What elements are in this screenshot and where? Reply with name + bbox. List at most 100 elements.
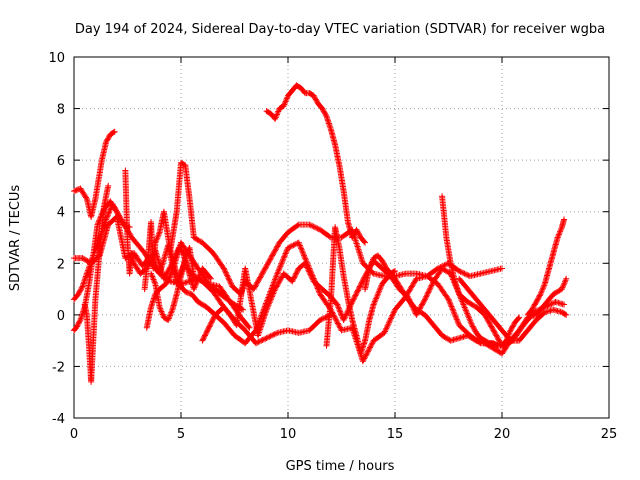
data-point-run [371,258,385,271]
data-point-run [71,325,79,333]
data-point-run [264,108,273,117]
data-point [413,311,420,318]
data-point-run [414,307,427,318]
data-point-run [525,318,539,333]
data-point-run [286,222,301,235]
x-tick-label: 0 [70,427,78,442]
data-point-run [366,256,376,270]
data-point-run [186,197,197,239]
data-point-run [254,335,269,346]
data-point-run [469,323,479,335]
data-point-run [315,101,325,111]
data-point-run [200,279,215,294]
data-point [156,304,163,311]
grid [74,57,609,418]
data-points [71,82,570,385]
data-point [272,286,279,293]
data-point [469,322,476,329]
data-point-run [196,299,209,310]
data-point [94,221,101,228]
data-point-run [268,240,282,260]
data-point-run [456,292,466,307]
data-point [460,301,467,308]
data-point [392,268,398,275]
data-point-run [517,315,530,332]
data-point [340,317,347,324]
data-point [362,239,369,246]
data-point-run [405,297,419,312]
data-point [499,265,505,272]
y-tick-label: -4 [52,412,65,427]
data-point-run [264,287,278,312]
data-point-run [500,328,513,343]
data-point-run [200,266,213,281]
data-point-run [371,330,387,343]
data-point-run [200,326,212,343]
data-point-run [440,266,453,276]
series-track-p [456,275,570,344]
data-point [205,324,212,331]
data-point-run [311,279,325,292]
data-point-run [474,305,487,317]
data-point [105,182,112,189]
data-point [75,291,82,298]
data-point [113,208,120,215]
data-point-run [508,320,518,332]
data-point-run [217,284,233,304]
data-point-run [491,340,500,349]
data-point-run [431,323,445,338]
data-point [285,244,291,251]
data-point [421,296,428,303]
data-point-run [551,286,564,297]
x-tick-label: 10 [280,427,297,442]
data-point-run [538,282,548,296]
y-tick-label: 10 [48,51,65,66]
data-point-run [555,225,565,239]
data-point-run [320,106,329,118]
data-point [267,255,274,262]
data-point-run [559,277,569,291]
series-track-a [71,128,118,220]
data-point-run [157,281,168,292]
data-point-run [238,315,252,330]
data-point-run [435,282,451,302]
data-point-run [307,90,316,98]
data-point-run [90,298,99,343]
data-point [563,311,570,318]
data-point-run [478,335,487,343]
data-point-run [73,318,83,330]
data-point-run [148,292,158,309]
series-track-i [148,244,197,324]
data-point [182,288,189,295]
data-point [558,286,565,293]
data-point-run [380,276,389,286]
data-point-run [345,297,355,322]
data-point-run [213,287,226,299]
data-point-run [461,303,471,317]
series-track-n [362,252,570,357]
data-point-run [173,161,184,214]
data-point-run [183,289,194,297]
data-point-run [491,346,504,356]
data-point-run [362,318,372,343]
data-point-run [88,339,97,384]
data-point-run [371,292,381,307]
data-point [379,257,386,264]
data-point [456,268,463,275]
data-point-run [103,132,113,144]
data-point-run [298,86,308,96]
data-point-run [550,235,561,255]
data-point [310,92,317,99]
chart-title: Day 194 of 2024, Sidereal Day-to-day VTE… [75,22,605,37]
data-point-run [362,266,372,291]
data-point [246,324,253,331]
data-point-run [211,289,226,309]
data-point-run [422,279,436,301]
data-point-run [534,292,543,304]
data-point-run [76,284,85,296]
data-point-run [169,292,180,312]
data-point-run [534,310,547,322]
data-point [220,265,227,272]
data-point-run [542,292,556,307]
data-point-run [192,273,205,284]
